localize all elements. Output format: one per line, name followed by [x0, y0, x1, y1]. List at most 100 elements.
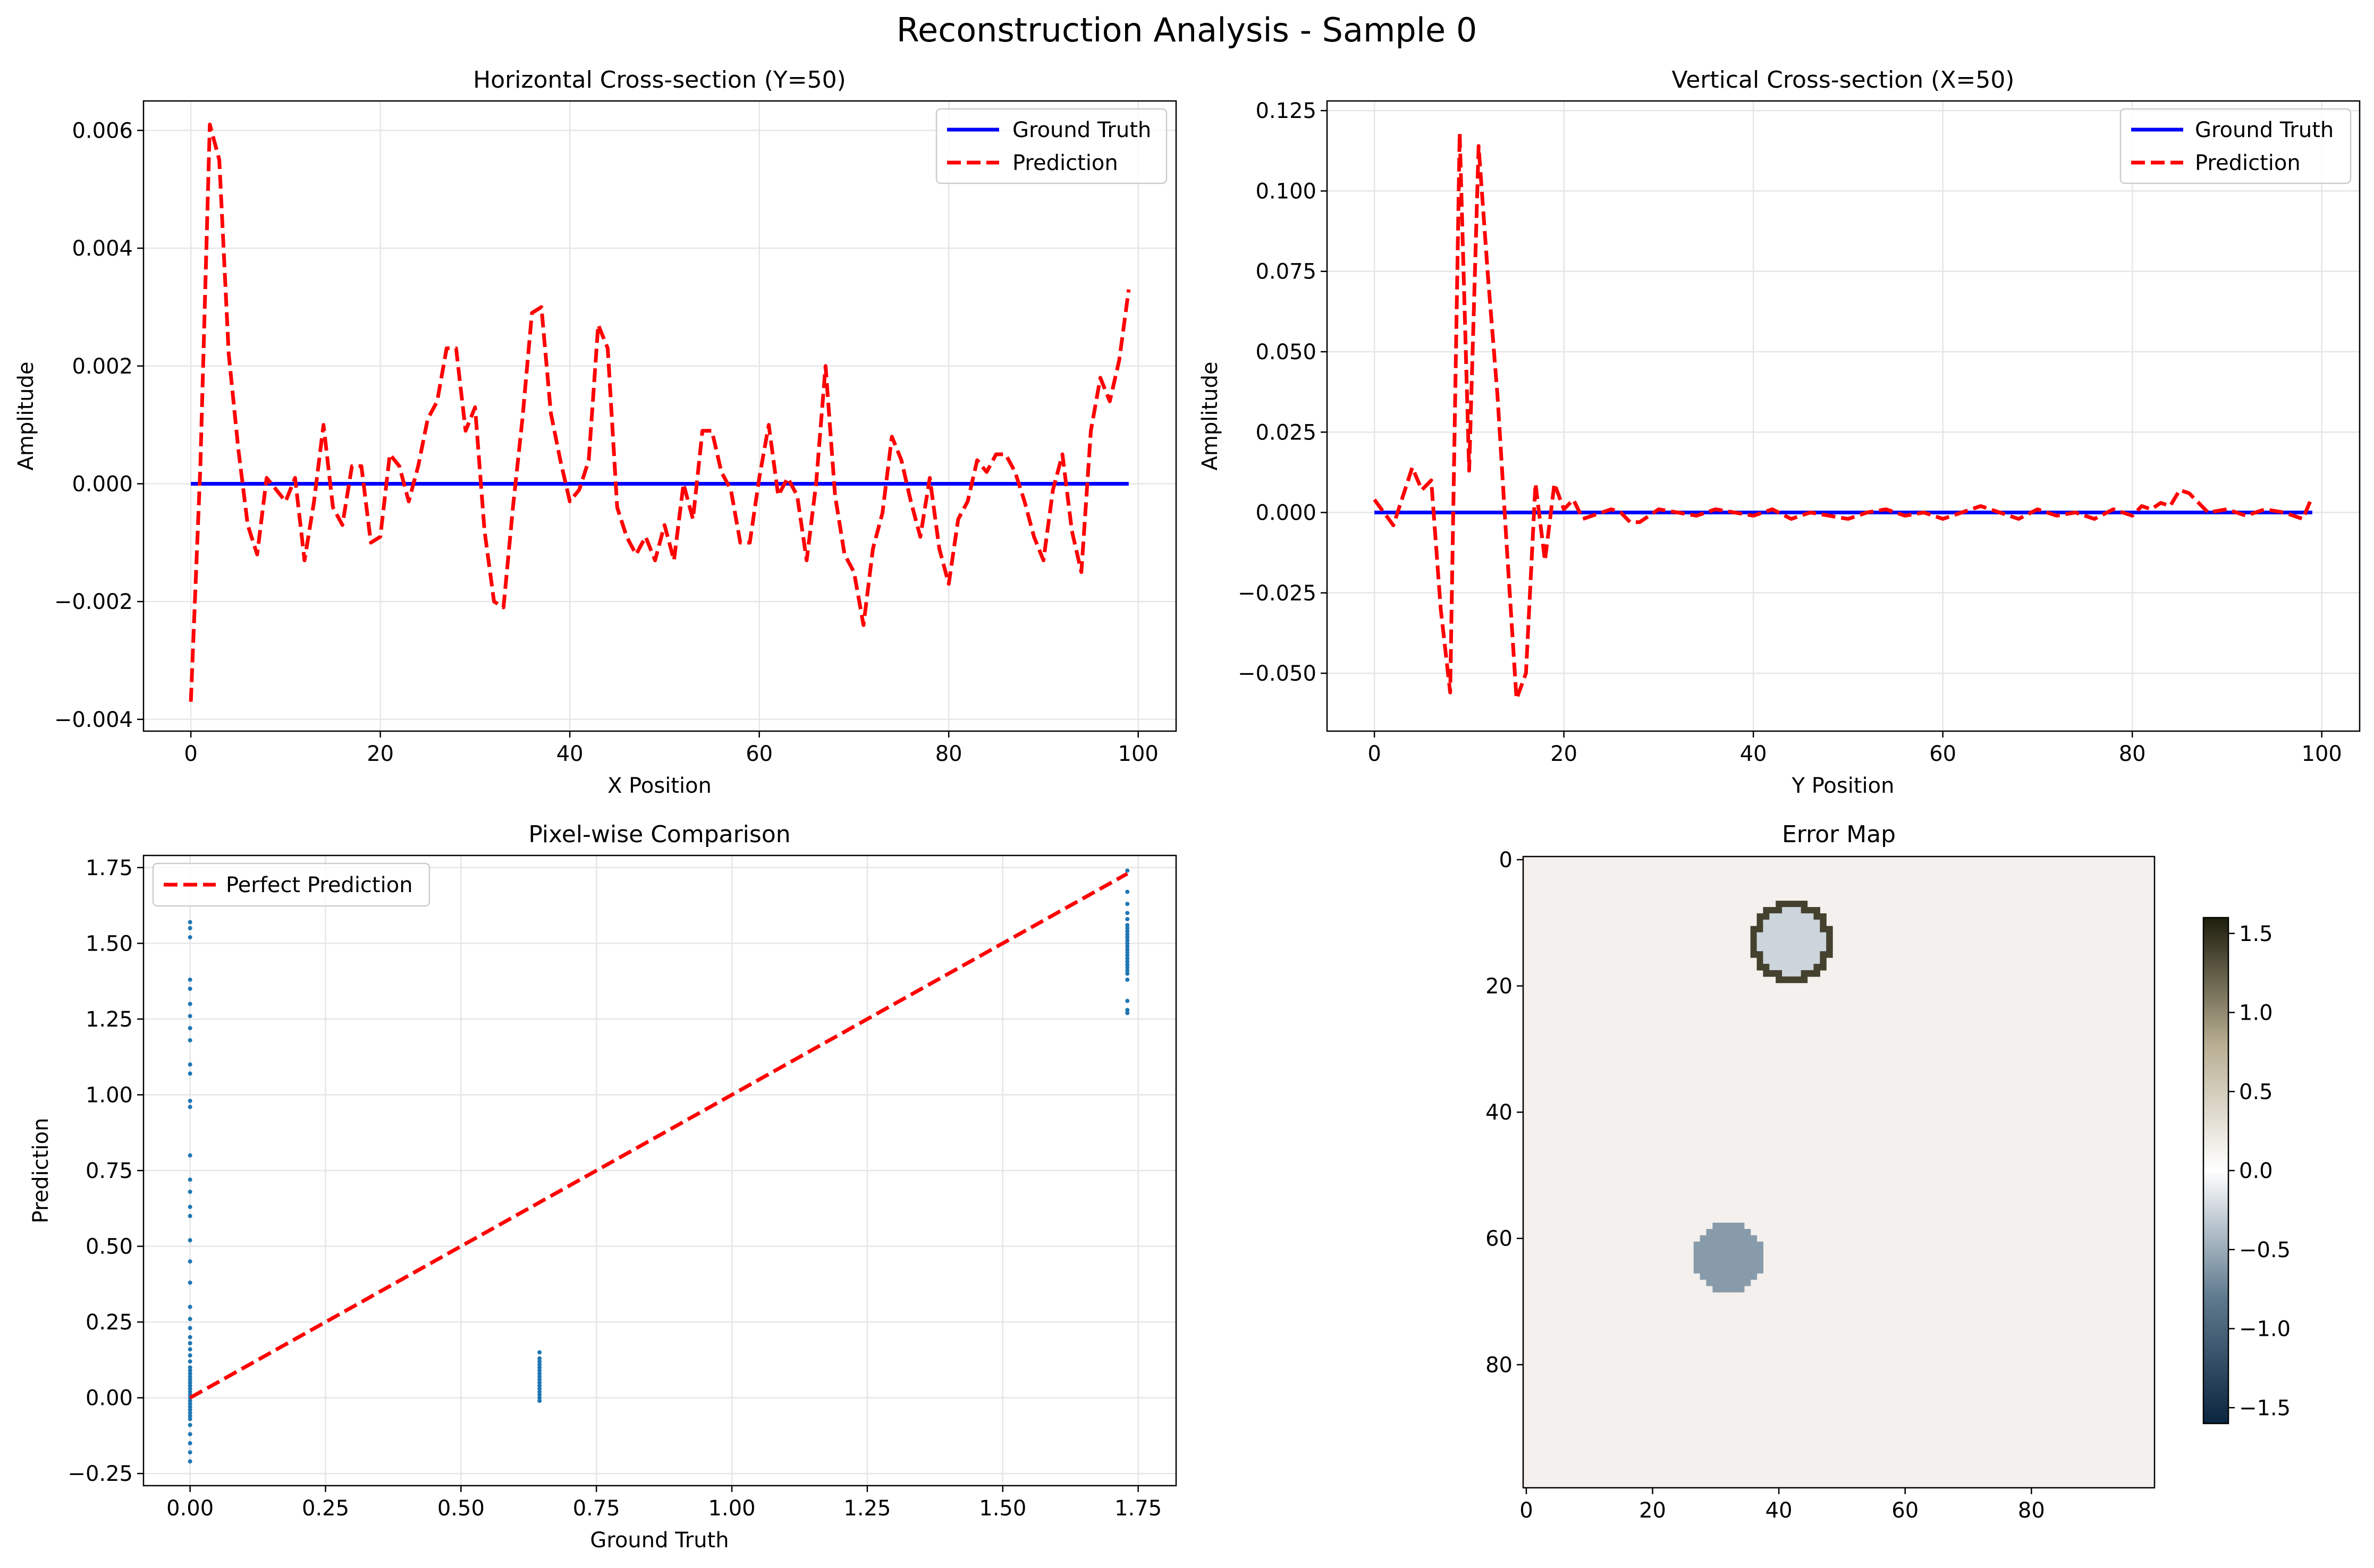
scatter-point: [537, 1356, 542, 1361]
scatter-x-tick-label: 1.00: [708, 1496, 756, 1521]
error-map-background: [1523, 857, 2155, 1488]
error-cell: [1782, 907, 1789, 914]
error-cell: [1794, 932, 1802, 939]
error-cell: [1756, 913, 1764, 920]
error-cell: [1769, 963, 1776, 971]
error-cell: [1719, 1273, 1726, 1280]
error-cell: [1737, 1285, 1745, 1293]
scatter-point: [188, 1359, 192, 1364]
horizontal-x-tick-label: 80: [935, 742, 962, 766]
error-cell: [1769, 957, 1776, 964]
error-cell: [1820, 913, 1827, 920]
error-cell: [1813, 945, 1820, 952]
panel-error-map: 0 20 40 60 80 0 20 40 60 80 Error Map 1.5 1.0 0.5 0.…: [1485, 821, 2291, 1523]
vertical-prediction-line: [1373, 131, 2314, 701]
scatter-point: [1125, 868, 1130, 873]
error-cell: [1776, 907, 1782, 914]
error-cell: [1763, 913, 1770, 920]
scatter-point: [188, 1238, 192, 1243]
error-cell: [1794, 919, 1802, 927]
vertical-x-tick-label: 0: [1367, 742, 1381, 766]
scatter-point: [537, 1386, 542, 1391]
error-cell: [1826, 926, 1833, 933]
error-cell: [1782, 976, 1789, 984]
error-cell: [1769, 919, 1776, 927]
error-cell: [1731, 1235, 1738, 1242]
scatter-point: [188, 1374, 192, 1379]
scatter-point: [1125, 962, 1130, 967]
scatter-point: [188, 1153, 192, 1158]
error-cell: [1776, 938, 1782, 945]
error-cell: [1700, 1235, 1707, 1242]
error-cell: [1801, 913, 1808, 920]
error-cell: [1719, 1260, 1726, 1267]
error-cell: [1719, 1241, 1726, 1249]
error-cell: [1769, 926, 1776, 933]
error-cell: [1706, 1273, 1713, 1280]
error-cell: [1763, 907, 1770, 914]
scatter-point: [188, 1205, 192, 1209]
error-cell: [1794, 901, 1802, 908]
error-cell: [1756, 951, 1764, 958]
error-cell: [1712, 1241, 1719, 1249]
scatter-point: [1125, 947, 1130, 952]
error-cell: [1813, 970, 1820, 977]
error-cell: [1725, 1279, 1732, 1286]
error-cell: [1750, 945, 1758, 952]
error-cell: [1750, 1241, 1758, 1249]
horizontal-panel-title: Horizontal Cross-section (Y=50): [473, 66, 846, 94]
error-cell: [1826, 951, 1833, 958]
horizontal-y-tick-label: −0.002: [54, 590, 133, 614]
horizontal-x-label: X Position: [607, 774, 712, 798]
error-cell: [1788, 926, 1795, 933]
error-cell: [1813, 938, 1820, 945]
scatter-point: [1125, 998, 1130, 1003]
error-y-tick-label: 80: [1485, 1353, 1513, 1377]
scatter-x-label: Ground Truth: [590, 1528, 729, 1553]
error-cell: [1744, 1248, 1751, 1255]
scatter-point: [188, 1404, 192, 1409]
error-cell: [1744, 1279, 1751, 1286]
error-cell: [1801, 976, 1808, 984]
error-cell: [1776, 976, 1782, 984]
error-cell: [1700, 1273, 1707, 1280]
scatter-point: [188, 926, 192, 930]
error-cell: [1756, 938, 1764, 945]
scatter-point: [188, 1413, 192, 1418]
error-cell: [1788, 919, 1795, 927]
scatter-y-tick-label: 0.00: [86, 1386, 133, 1411]
scatter-point: [188, 1214, 192, 1218]
scatter-point: [188, 1062, 192, 1067]
error-cell: [1782, 951, 1789, 958]
vertical-y-tick-label: 0.125: [1255, 99, 1316, 123]
error-cell: [1807, 957, 1814, 964]
panel-vertical-cross-section: 0 20 40 60 80 100 −0.050 −0.025 0.000 0.025 0.050 0…: [1198, 66, 2361, 798]
error-cell: [1725, 1235, 1732, 1242]
error-cell: [1801, 901, 1808, 908]
error-cell: [1807, 938, 1814, 945]
error-cell: [1750, 1267, 1758, 1274]
error-cell: [1712, 1260, 1719, 1267]
error-cell: [1712, 1267, 1719, 1274]
error-cell: [1756, 963, 1764, 971]
error-cell: [1782, 913, 1789, 920]
vertical-y-tick-label: 0.000: [1255, 501, 1316, 526]
error-cell: [1700, 1254, 1707, 1261]
error-cell: [1725, 1228, 1732, 1236]
scatter-point: [188, 935, 192, 939]
error-cell: [1712, 1273, 1719, 1280]
scatter-point: [1125, 971, 1130, 976]
error-cell: [1782, 945, 1789, 952]
vertical-y-tick-label: 0.100: [1255, 179, 1316, 204]
error-cell: [1782, 963, 1789, 971]
error-cell: [1737, 1267, 1745, 1274]
vertical-legend: Ground Truth Prediction: [2119, 108, 2352, 184]
error-x-tick-label: 80: [2018, 1498, 2045, 1523]
horizontal-x-tick-label: 100: [1118, 742, 1159, 766]
colorbar-tick-label: 0.0: [2239, 1159, 2273, 1183]
error-cell: [1744, 1254, 1751, 1261]
colorbar-tick-label: 1.0: [2239, 1001, 2273, 1025]
error-cell: [1731, 1241, 1738, 1249]
error-cell: [1807, 963, 1814, 971]
vertical-panel-title: Vertical Cross-section (X=50): [1672, 66, 2015, 94]
